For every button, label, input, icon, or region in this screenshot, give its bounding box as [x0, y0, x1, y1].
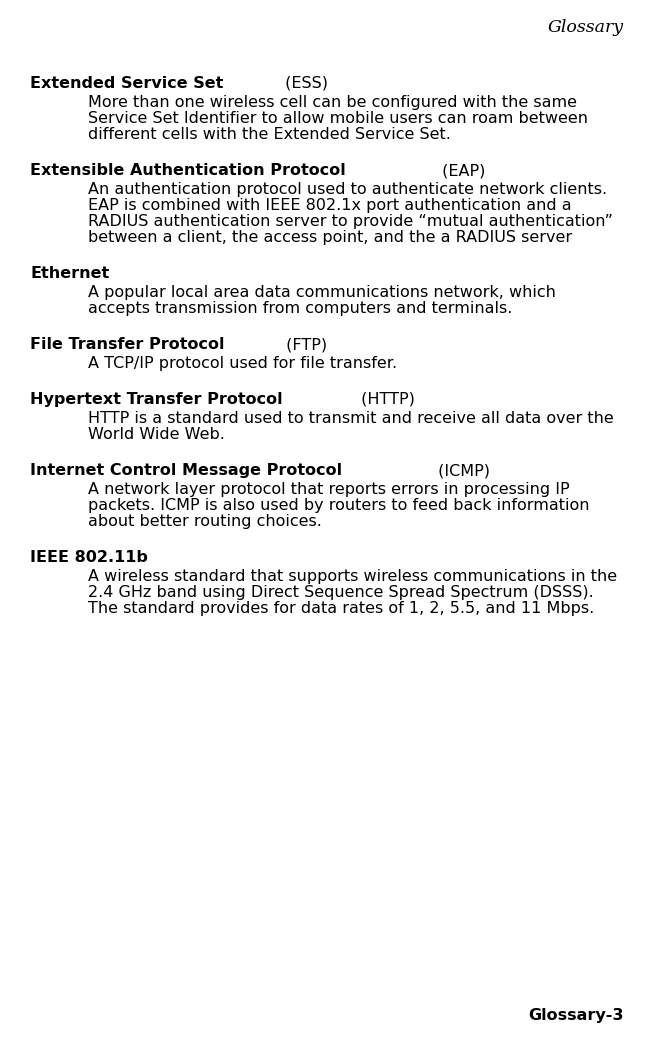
Text: RADIUS authentication server to provide “mutual authentication”: RADIUS authentication server to provide …: [88, 214, 613, 229]
Text: between a client, the access point, and the a RADIUS server: between a client, the access point, and …: [88, 230, 572, 245]
Text: World Wide Web.: World Wide Web.: [88, 427, 225, 442]
Text: More than one wireless cell can be configured with the same: More than one wireless cell can be confi…: [88, 95, 577, 110]
Text: A TCP/IP protocol used for file transfer.: A TCP/IP protocol used for file transfer…: [88, 356, 397, 371]
Text: about better routing choices.: about better routing choices.: [88, 514, 322, 529]
Text: An authentication protocol used to authenticate network clients.: An authentication protocol used to authe…: [88, 182, 607, 197]
Text: 2.4 GHz band using Direct Sequence Spread Spectrum (DSSS).: 2.4 GHz band using Direct Sequence Sprea…: [88, 585, 594, 600]
Text: EAP is combined with IEEE 802.1x port authentication and a: EAP is combined with IEEE 802.1x port au…: [88, 198, 572, 213]
Text: Extensible Authentication Protocol: Extensible Authentication Protocol: [30, 163, 346, 178]
Text: (ICMP): (ICMP): [433, 463, 490, 478]
Text: Internet Control Message Protocol: Internet Control Message Protocol: [30, 463, 342, 478]
Text: A popular local area data communications network, which: A popular local area data communications…: [88, 285, 556, 300]
Text: Glossary: Glossary: [548, 19, 624, 36]
Text: packets. ICMP is also used by routers to feed back information: packets. ICMP is also used by routers to…: [88, 498, 589, 513]
Text: HTTP is a standard used to transmit and receive all data over the: HTTP is a standard used to transmit and …: [88, 411, 613, 426]
Text: A wireless standard that supports wireless communications in the: A wireless standard that supports wirele…: [88, 569, 617, 584]
Text: (EAP): (EAP): [438, 163, 486, 178]
Text: Ethernet: Ethernet: [30, 266, 109, 281]
Text: Glossary-3: Glossary-3: [528, 1008, 624, 1023]
Text: Extended Service Set: Extended Service Set: [30, 76, 224, 91]
Text: Service Set Identifier to allow mobile users can roam between: Service Set Identifier to allow mobile u…: [88, 111, 588, 126]
Text: A network layer protocol that reports errors in processing IP: A network layer protocol that reports er…: [88, 482, 570, 497]
Text: (FTP): (FTP): [281, 337, 327, 352]
Text: Hypertext Transfer Protocol: Hypertext Transfer Protocol: [30, 392, 283, 407]
Text: IEEE 802.11b: IEEE 802.11b: [30, 550, 148, 565]
Text: accepts transmission from computers and terminals.: accepts transmission from computers and …: [88, 301, 512, 316]
Text: (HTTP): (HTTP): [356, 392, 415, 407]
Text: different cells with the Extended Service Set.: different cells with the Extended Servic…: [88, 127, 451, 142]
Text: File Transfer Protocol: File Transfer Protocol: [30, 337, 224, 352]
Text: The standard provides for data rates of 1, 2, 5.5, and 11 Mbps.: The standard provides for data rates of …: [88, 601, 594, 616]
Text: (ESS): (ESS): [279, 76, 328, 91]
